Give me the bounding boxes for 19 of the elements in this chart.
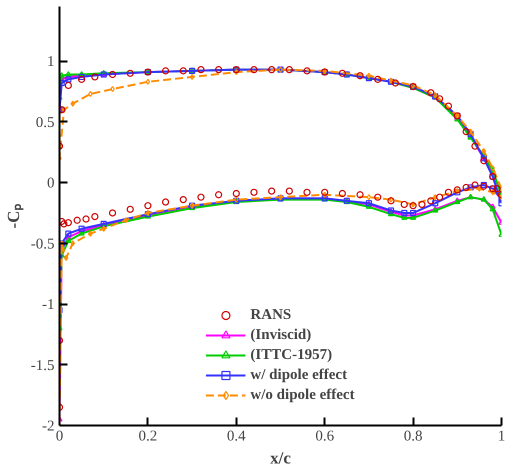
- y-tick-label: 0: [47, 176, 54, 192]
- x-tick-label: 0.2: [138, 428, 158, 444]
- x-tick-label: 0.4: [226, 428, 246, 444]
- y-tick-label: 0.5: [36, 114, 54, 131]
- legend-label: w/ dipole effect: [250, 366, 348, 384]
- x-tick-label: 1: [498, 428, 506, 444]
- y-tick-label: -1.5: [30, 358, 55, 374]
- legend-label: w/o dipole effect: [250, 386, 355, 404]
- y-axis-title: -Cₚ: [4, 204, 24, 228]
- legend-label: RANS: [250, 306, 292, 324]
- x-axis-title: x/c: [270, 448, 292, 468]
- legend-label: (ITTC-1957): [250, 346, 332, 364]
- x-tick-label: 0.8: [404, 428, 422, 444]
- x-tick-label: 0.6: [315, 428, 335, 444]
- y-tick-label: -2: [42, 418, 55, 434]
- y-tick-label: -0.5: [30, 236, 55, 252]
- y-tick-label: -1: [42, 297, 55, 314]
- legend-label: (Inviscid): [250, 326, 312, 344]
- y-tick-label: 1: [47, 54, 54, 70]
